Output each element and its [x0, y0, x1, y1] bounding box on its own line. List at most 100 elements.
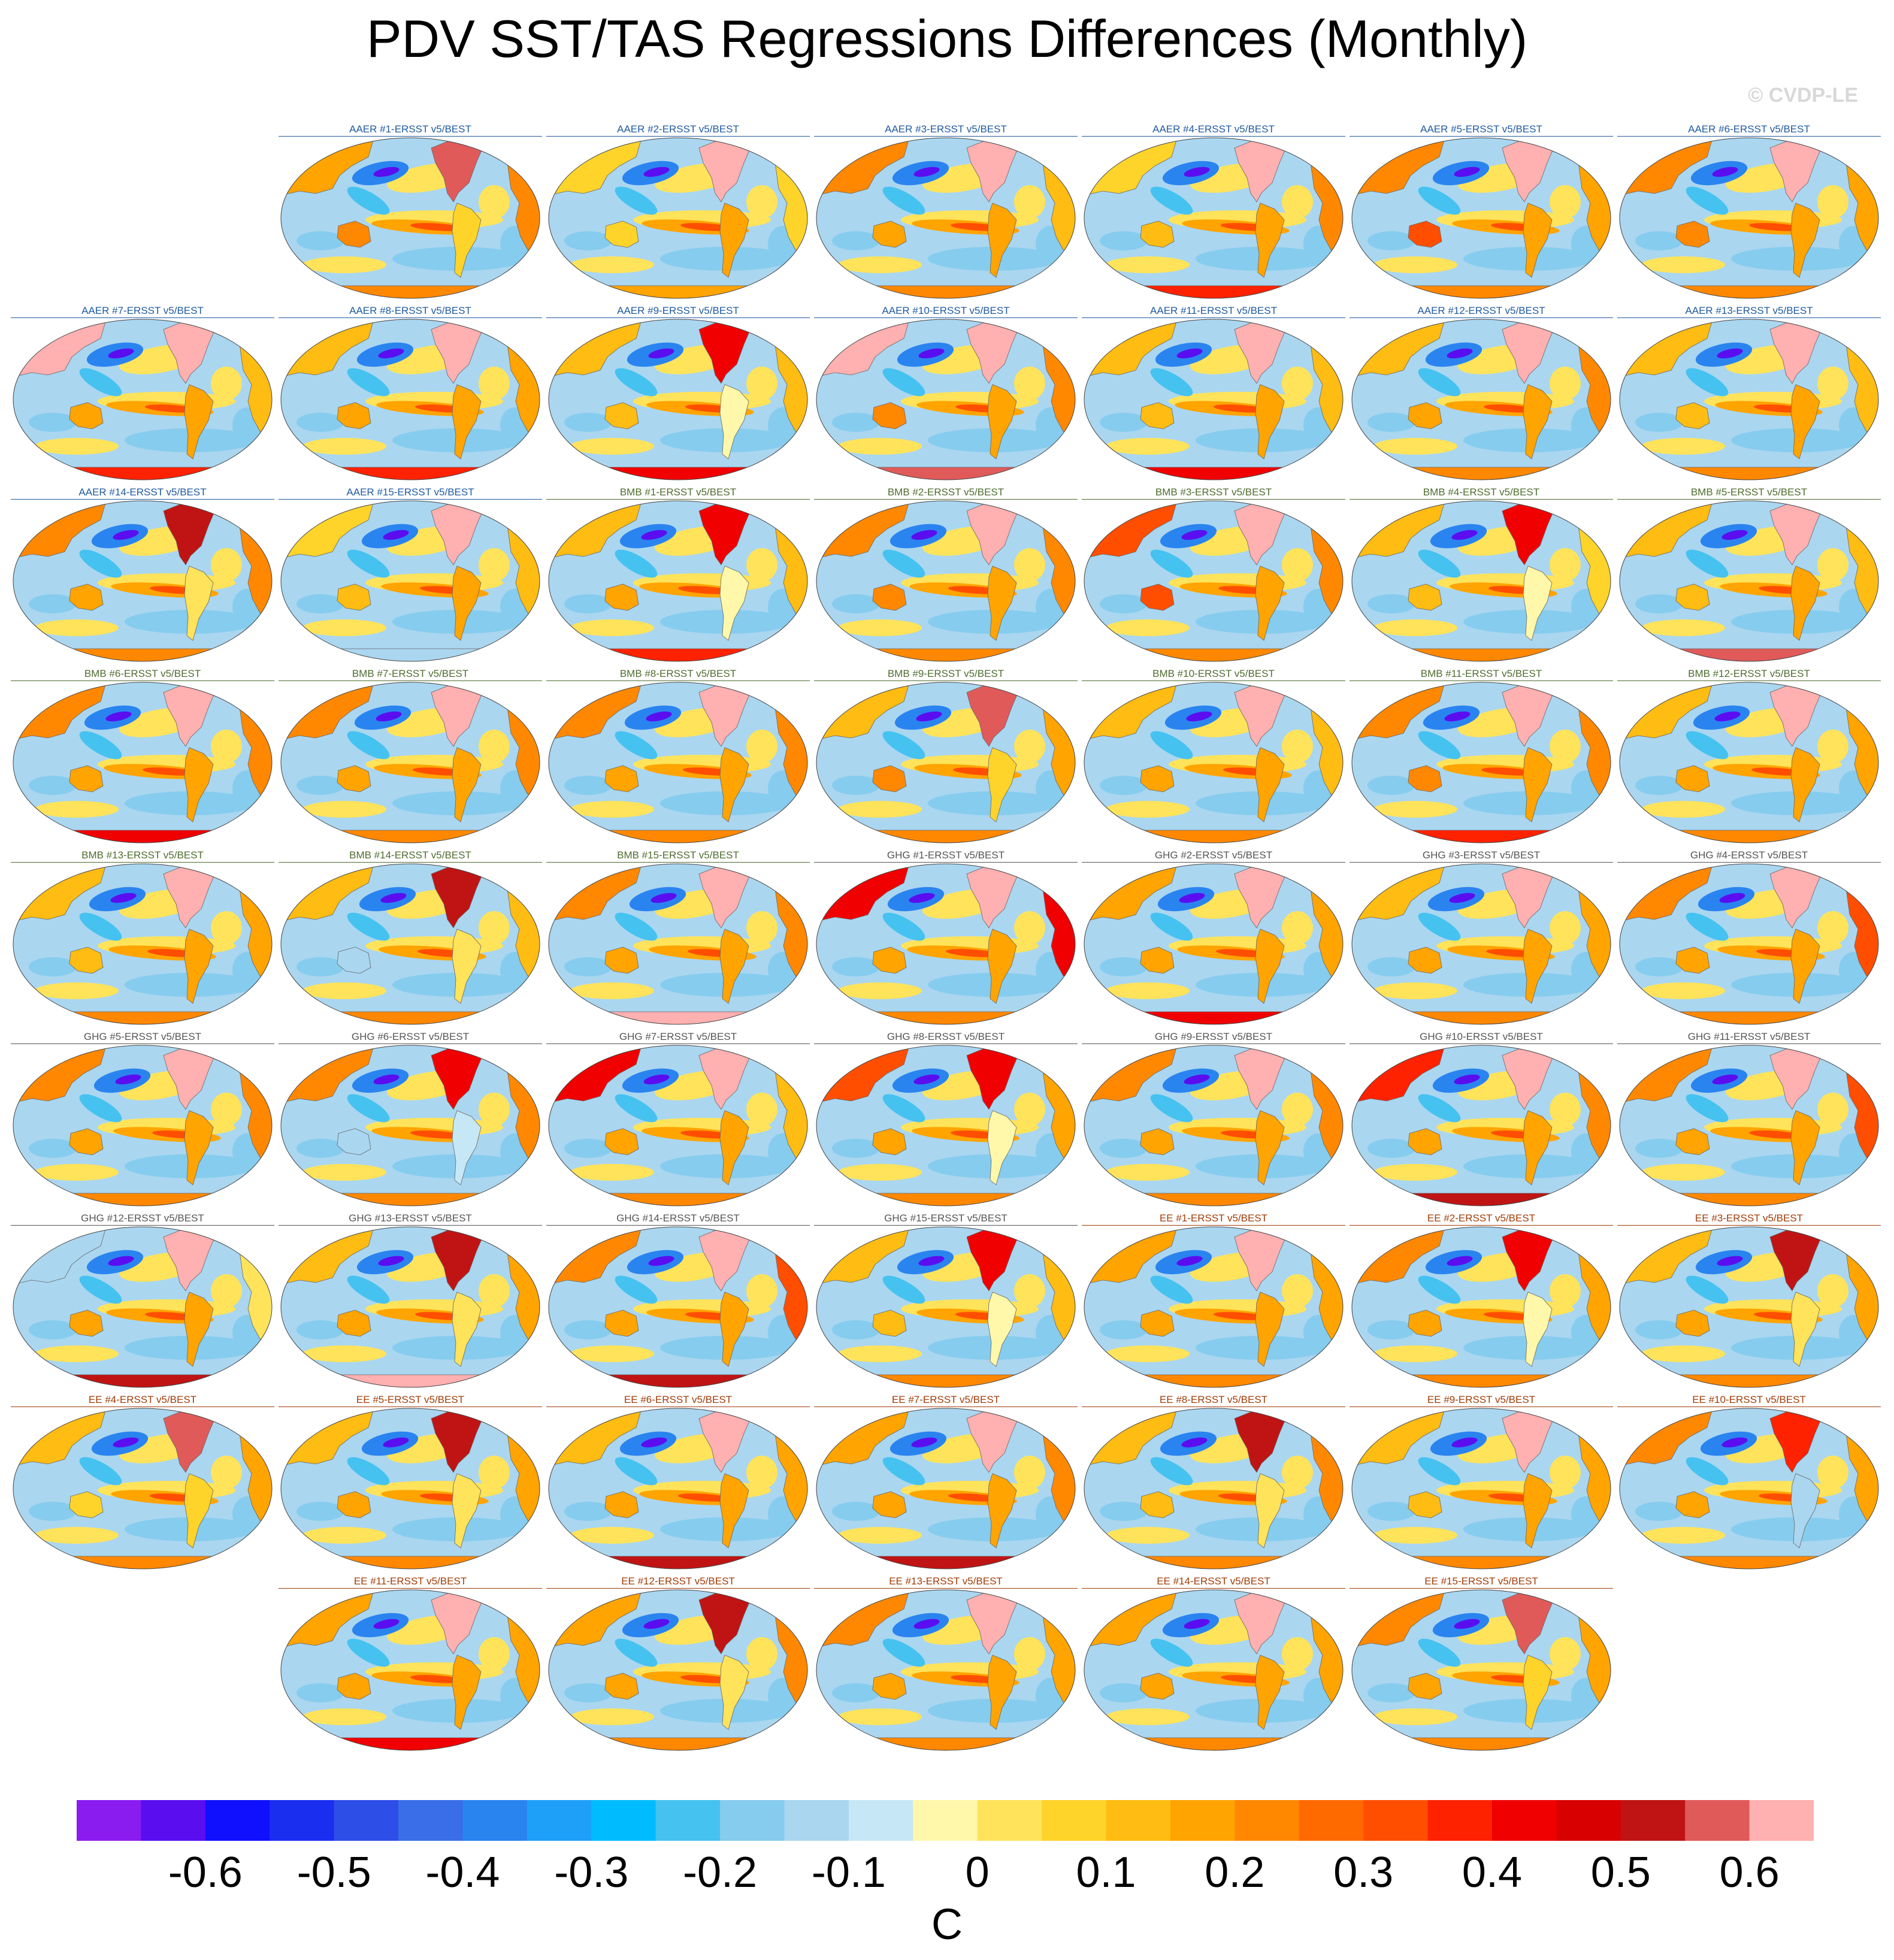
- land-south-america: [184, 1291, 214, 1367]
- anomaly-region: [479, 185, 510, 219]
- land-south-america: [1790, 1473, 1820, 1548]
- global-map: [1619, 500, 1879, 662]
- land-antarctica: [816, 467, 1075, 480]
- map-panel: AAER #1-ERSST v5/BEST: [279, 123, 542, 304]
- anomaly-region: [1176, 1256, 1203, 1266]
- anomaly-region: [1817, 1274, 1848, 1308]
- anomaly-region: [347, 1275, 390, 1304]
- anomaly-region: [1176, 348, 1203, 359]
- global-map: [13, 319, 273, 480]
- anomaly-region: [1686, 186, 1729, 215]
- map-panel: GHG #14-ERSST v5/BEST: [546, 1212, 810, 1393]
- panel-title: BMB #6-ERSST v5/BEST: [11, 667, 274, 681]
- anomaly-region: [1721, 530, 1748, 540]
- figure-title: PDV SST/TAS Regressions Differences (Mon…: [366, 9, 1528, 68]
- land-australia: [1675, 946, 1710, 974]
- anomaly-region: [35, 619, 119, 636]
- panel-title: BMB #15-ERSST v5/BEST: [546, 849, 810, 863]
- map-panel: EE #7-ERSST v5/BEST: [814, 1393, 1078, 1574]
- anomaly-region: [1014, 911, 1045, 945]
- land-antarctica: [1352, 1193, 1611, 1206]
- map-outline: [816, 319, 1076, 480]
- land-antarctica: [1620, 1011, 1878, 1024]
- colorbar-swatch: [720, 1800, 785, 1841]
- land-antarctica: [549, 648, 807, 661]
- anomaly-region: [1817, 185, 1848, 219]
- anomaly-region: [1367, 1320, 1415, 1339]
- land-australia: [872, 583, 907, 611]
- land-antarctica: [1620, 1556, 1878, 1569]
- land-antarctica: [1352, 467, 1611, 480]
- land-australia: [872, 1672, 907, 1700]
- map-panel: BMB #4-ERSST v5/BEST: [1350, 486, 1613, 667]
- anomaly-region: [1373, 1708, 1457, 1725]
- land-antarctica: [1084, 1374, 1343, 1387]
- land-antarctica: [549, 1374, 807, 1387]
- anomaly-region: [570, 1164, 654, 1181]
- anomaly-region: [108, 1256, 134, 1266]
- colorbar-swatch: [141, 1800, 206, 1841]
- global-map: [816, 319, 1076, 480]
- anomaly-region: [1635, 776, 1683, 795]
- map-outline: [1619, 319, 1879, 480]
- map-outline: [1084, 1045, 1344, 1206]
- panel-title: EE #5-ERSST v5/BEST: [279, 1393, 542, 1407]
- land-antarctica: [549, 1193, 807, 1206]
- global-map: [280, 1045, 540, 1206]
- land-south-america: [184, 1110, 214, 1185]
- map-panel: BMB #15-ERSST v5/BEST: [546, 849, 810, 1030]
- anomaly-region: [746, 1456, 777, 1489]
- anomaly-region: [1817, 911, 1848, 945]
- colorbar-swatch: [270, 1800, 335, 1841]
- land-australia: [604, 220, 639, 248]
- panel-title: EE #6-ERSST v5/BEST: [546, 1393, 810, 1407]
- anomaly-region: [35, 1164, 119, 1181]
- anomaly-region: [1367, 594, 1415, 613]
- colorbar-swatch: [977, 1800, 1042, 1841]
- land-south-america: [1255, 384, 1285, 459]
- land-south-america: [987, 747, 1017, 822]
- colorbar-swatch: [1299, 1800, 1364, 1841]
- global-map: [1351, 1589, 1611, 1751]
- anomaly-region: [1373, 619, 1457, 636]
- land-antarctica: [1620, 285, 1878, 298]
- map-panel: EE #13-ERSST v5/BEST: [814, 1575, 1078, 1756]
- anomaly-region: [1550, 367, 1581, 400]
- panel-title: AAER #5-ERSST v5/BEST: [1350, 123, 1613, 137]
- panel-title: EE #11-ERSST v5/BEST: [279, 1575, 542, 1589]
- global-map: [816, 682, 1076, 843]
- anomaly-region: [108, 348, 134, 359]
- map-panel: BMB #7-ERSST v5/BEST: [279, 667, 542, 848]
- anomaly-region: [570, 1527, 654, 1544]
- global-map: [1084, 1408, 1344, 1569]
- colorbar: [77, 1800, 1814, 1841]
- anomaly-region: [882, 1457, 925, 1486]
- anomaly-region: [110, 893, 137, 903]
- panel-title: BMB #11-ERSST v5/BEST: [1350, 667, 1613, 681]
- anomaly-region: [1635, 413, 1683, 432]
- map-panel: GHG #2-ERSST v5/BEST: [1082, 849, 1345, 1030]
- map-outline: [13, 1408, 273, 1569]
- global-map: [1619, 1408, 1879, 1569]
- anomaly-region: [296, 231, 344, 250]
- anomaly-region: [1150, 731, 1193, 760]
- anomaly-region: [410, 223, 464, 231]
- land-south-america: [184, 747, 214, 822]
- land-south-america: [987, 565, 1017, 641]
- land-south-america: [719, 1654, 749, 1730]
- anomaly-region: [302, 1527, 386, 1544]
- anomaly-region: [1282, 911, 1313, 945]
- global-map: [280, 1408, 540, 1569]
- anomaly-region: [1454, 1619, 1480, 1629]
- anomaly-region: [1714, 711, 1741, 722]
- colorbar-swatch: [1685, 1800, 1750, 1841]
- anomaly-region: [648, 348, 674, 359]
- global-map: [13, 682, 273, 843]
- map-outline: [816, 1226, 1076, 1388]
- anomaly-region: [641, 530, 667, 540]
- anomaly-region: [1106, 619, 1190, 636]
- anomaly-region: [564, 413, 612, 432]
- land-australia: [1408, 765, 1442, 793]
- anomaly-region: [1106, 1164, 1190, 1181]
- map-outline: [13, 1226, 273, 1388]
